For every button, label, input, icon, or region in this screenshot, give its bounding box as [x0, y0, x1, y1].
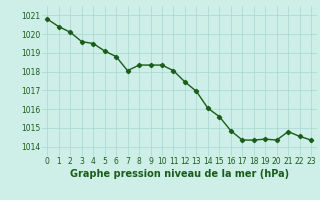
X-axis label: Graphe pression niveau de la mer (hPa): Graphe pression niveau de la mer (hPa) [70, 169, 289, 179]
